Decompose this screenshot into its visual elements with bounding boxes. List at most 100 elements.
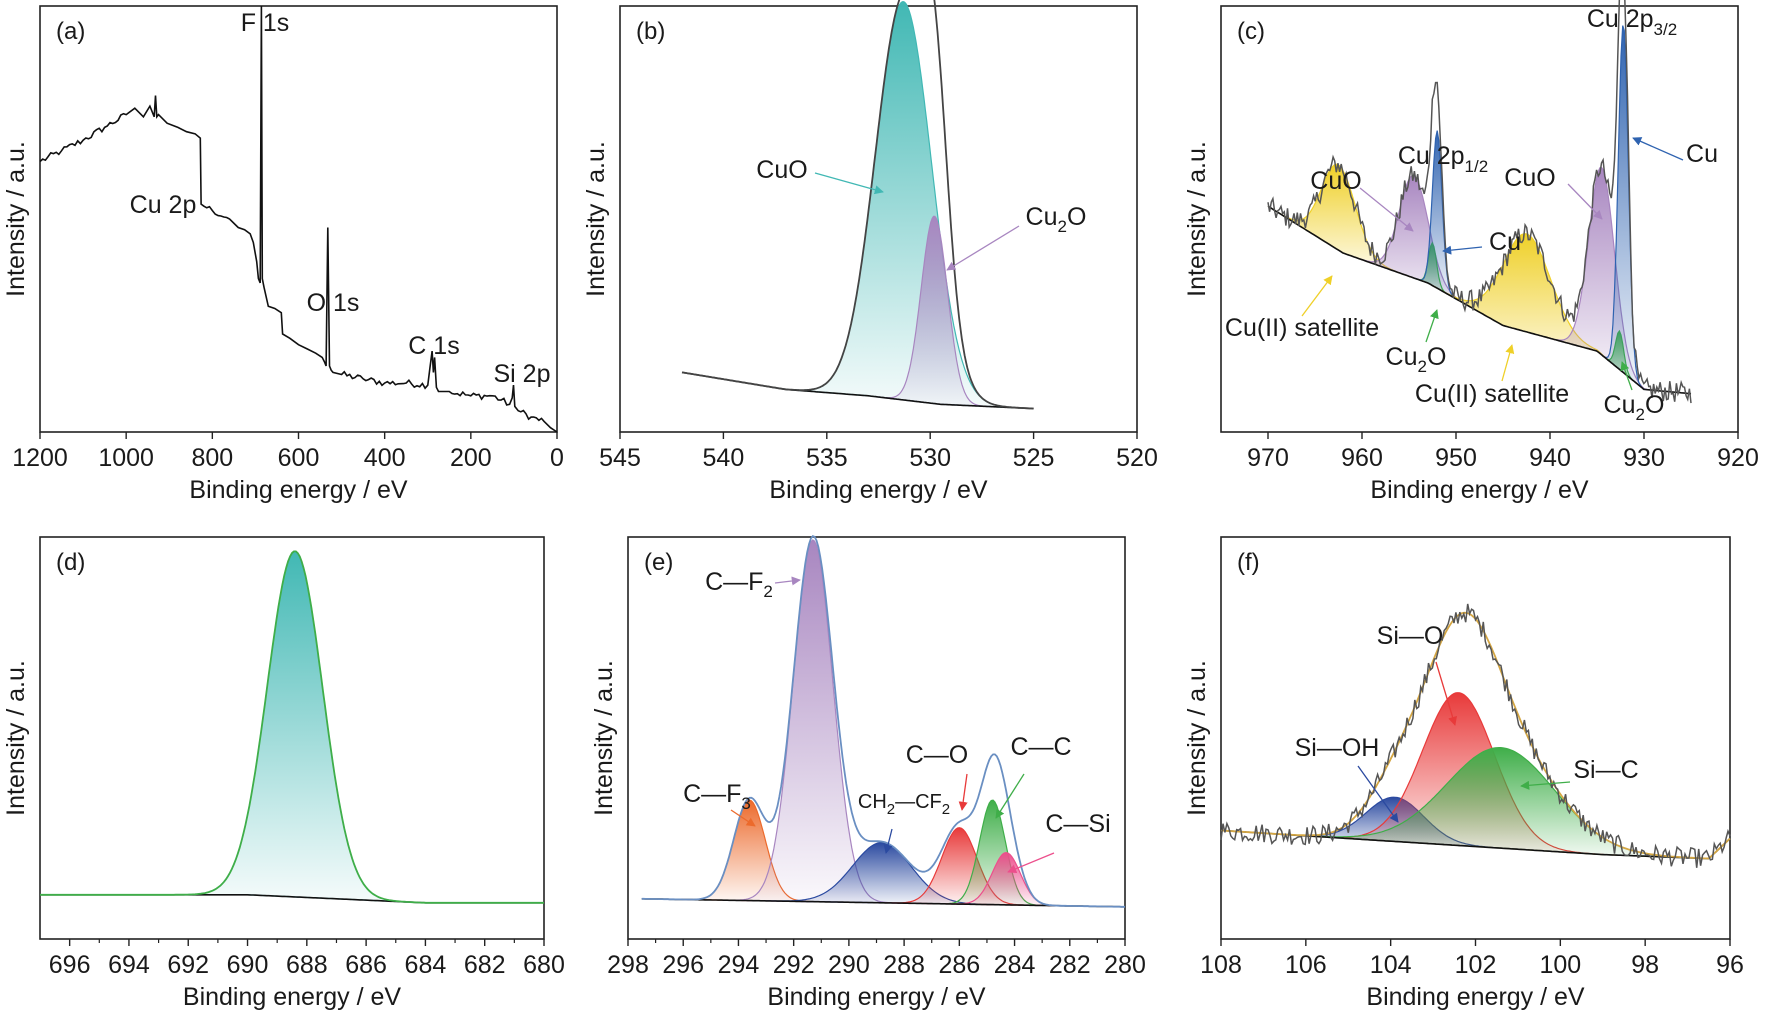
x-tick-label: 545 (599, 444, 641, 472)
panel-label: (e) (644, 549, 673, 576)
x-axis-label: Binding energy / eV (1366, 983, 1585, 1011)
plot-frame (1220, 5, 1739, 433)
peak-annotation: Si—C (1573, 756, 1638, 784)
annotation-arrow (1301, 275, 1333, 317)
peak-annotation: Cu (1489, 228, 1521, 256)
peak-annotation: CuO (1310, 167, 1361, 195)
peak-annotation: Cu (1686, 140, 1718, 168)
peak-annotation: C—O (906, 741, 969, 769)
x-tick-label: 296 (662, 951, 704, 979)
x-tick-label: 690 (227, 951, 269, 979)
annotation-arrow (774, 576, 801, 586)
annotation-arrow (1620, 361, 1633, 391)
x-tick-label: 282 (1049, 951, 1091, 979)
x-tick-label: 686 (345, 951, 387, 979)
annotation-arrow (1442, 245, 1483, 255)
peak-annotation: Cu2O (1386, 343, 1447, 376)
peak-annotation: C 1s (408, 332, 459, 360)
plot-frame (39, 536, 545, 940)
annotation-arrow (958, 773, 968, 811)
panel-b: 545 540 535 530 525 520 Binding energy / eV Int… (582, 0, 1158, 504)
x-tick-label: 692 (167, 951, 209, 979)
peak-annotation: Cu 2p (130, 191, 197, 219)
x-tick-label: 298 (607, 951, 649, 979)
panel-d: 696 694 692 690 688 686 684 682 680 Binding energ… (2, 536, 565, 1011)
peak-annotation: C—Si (1045, 810, 1110, 838)
annotation-arrow (995, 773, 1025, 819)
peak-annotation: C—C (1010, 733, 1071, 761)
panel-label: (d) (56, 549, 85, 576)
x-tick-label: 688 (286, 951, 328, 979)
x-tick-label: 970 (1247, 444, 1289, 472)
x-tick-label: 284 (994, 951, 1036, 979)
peak-annotation: Cu(II) satellite (1415, 380, 1569, 408)
x-tick-label: 930 (1623, 444, 1665, 472)
y-axis-label: Intensity / a.u. (2, 141, 30, 297)
panel-e: 298 296 294 292 290 288 286 284 282 280 Binding en… (590, 535, 1146, 1011)
plot-frame (39, 5, 558, 433)
x-tick-label: 682 (464, 951, 506, 979)
x-tick-label: 0 (550, 444, 564, 472)
annotation-arrow (1501, 344, 1515, 382)
component-peak-0 (777, 1, 1029, 409)
peak-annotation: O 1s (307, 289, 360, 317)
panel-label: (c) (1237, 18, 1265, 45)
x-tick-label: 694 (108, 951, 150, 979)
peak-annotation: CuO (1504, 164, 1555, 192)
x-axis-label: Binding energy / eV (1370, 476, 1589, 504)
peak-annotation: Cu2O (1604, 391, 1665, 424)
panel-label: (b) (636, 18, 665, 45)
peak-annotation: Si 2p (494, 360, 551, 388)
x-tick-label: 100 (1539, 951, 1581, 979)
background-line (641, 898, 1125, 908)
annotation-arrow (1425, 309, 1439, 343)
annotation-arrow (1357, 765, 1399, 823)
component-peak-2 (1260, 747, 1731, 860)
x-tick-label: 600 (278, 444, 320, 472)
raw-data-line (1220, 603, 1731, 868)
x-tick-label: 96 (1716, 951, 1744, 979)
peak-annotation: C—F2 (705, 568, 773, 601)
x-tick-label: 286 (938, 951, 980, 979)
y-axis-label: Intensity / a.u. (2, 660, 30, 816)
panel-f: 108 106 104 102 100 98 96 Binding energy / eV In… (1183, 536, 1744, 1011)
x-axis-label: Binding energy / eV (189, 476, 408, 504)
annotation-arrow (730, 809, 756, 827)
x-tick-label: 98 (1631, 951, 1659, 979)
plot-frame (619, 5, 1138, 433)
annotation-arrow (883, 828, 893, 854)
x-axis-label: Binding energy / eV (183, 983, 402, 1011)
peak-annotation: C—F3 (683, 780, 751, 813)
x-tick-label: 950 (1435, 444, 1477, 472)
peak-annotation: Cu(II) satellite (1225, 314, 1379, 342)
x-tick-label: 280 (1104, 951, 1146, 979)
y-axis-label: Intensity / a.u. (582, 141, 610, 297)
x-tick-label: 680 (523, 951, 565, 979)
y-axis-label: Intensity / a.u. (1183, 660, 1211, 816)
x-tick-label: 800 (191, 444, 233, 472)
peak-annotation: Si—O (1377, 622, 1444, 650)
raw-data-line (1267, 0, 1692, 404)
x-tick-label: 288 (883, 951, 925, 979)
peak-annotation: Cu2O (1026, 203, 1087, 236)
x-tick-label: 940 (1529, 444, 1571, 472)
component-peak-0 (171, 550, 419, 904)
peak-annotation: Cu 2p3/2 (1587, 5, 1677, 39)
panel-label: (f) (1237, 549, 1260, 576)
x-tick-label: 684 (405, 951, 447, 979)
annotation-arrow (1359, 187, 1414, 232)
peak-annotation: CH2—CF2 (858, 791, 950, 818)
component-peak-5 (1544, 166, 1659, 392)
annotation-arrow (1520, 780, 1571, 790)
background-line (1267, 205, 1692, 395)
x-tick-label: 960 (1341, 444, 1383, 472)
x-tick-label: 292 (773, 951, 815, 979)
peak-annotation: CuO (756, 156, 807, 184)
series-line-survey (39, 5, 558, 433)
x-tick-label: 920 (1717, 444, 1759, 472)
x-tick-label: 400 (364, 444, 406, 472)
x-tick-label: 200 (450, 444, 492, 472)
envelope-line (40, 550, 544, 904)
panel-label: (a) (56, 18, 85, 45)
